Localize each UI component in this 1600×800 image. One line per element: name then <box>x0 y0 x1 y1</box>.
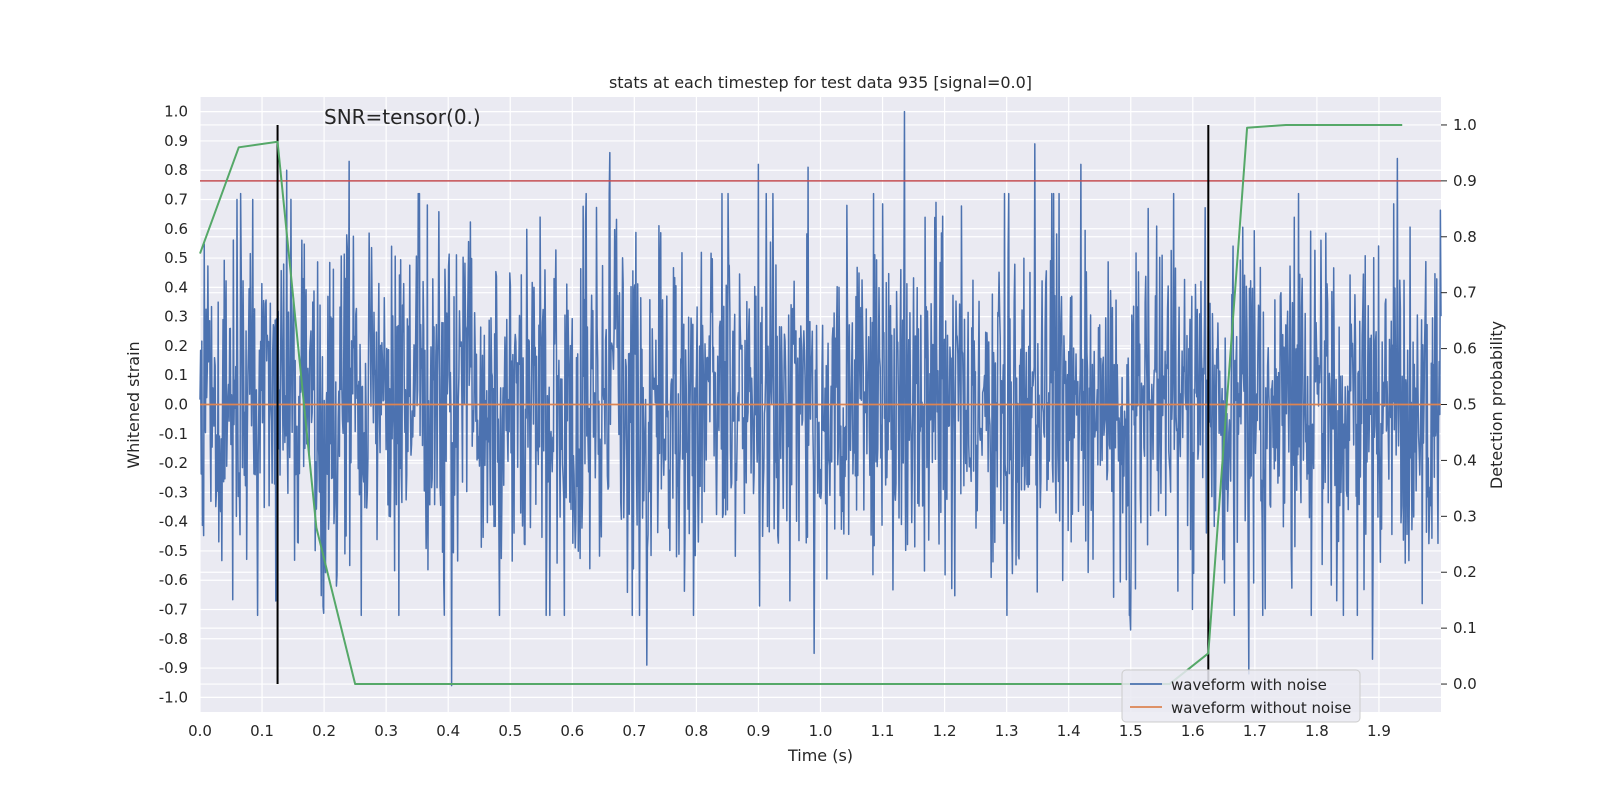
y-tick-label: 0.4 <box>164 278 188 296</box>
y-tick-label: 0.6 <box>164 220 188 238</box>
y-tick-label: 0.3 <box>164 308 188 326</box>
x-tick-label: 0.1 <box>250 722 274 740</box>
x-tick-label: 1.4 <box>1057 722 1081 740</box>
series-layer <box>199 110 1442 687</box>
legend-label-clean: waveform without noise <box>1171 699 1351 717</box>
y-tick-label: 0.7 <box>164 191 188 209</box>
y2-tick-label: 0.9 <box>1453 172 1477 190</box>
x-tick-label: 0.3 <box>374 722 398 740</box>
legend-label-noise: waveform with noise <box>1171 676 1327 694</box>
x-tick-label: 1.5 <box>1119 722 1143 740</box>
x-tick-label: 1.9 <box>1367 722 1391 740</box>
y-tick-label: -0.6 <box>159 571 188 589</box>
y-tick-label: -0.1 <box>159 425 188 443</box>
x-tick-label: 1.6 <box>1181 722 1205 740</box>
y2-tick-label: 0.7 <box>1453 284 1477 302</box>
x-tick-label: 0.0 <box>188 722 212 740</box>
y-tick-label: 0.1 <box>164 366 188 384</box>
x-tick-label: 1.7 <box>1243 722 1267 740</box>
x-tick-label: 1.1 <box>871 722 895 740</box>
y-tick-label: 0.2 <box>164 337 188 355</box>
y-tick-label: -0.3 <box>159 483 188 501</box>
x-tick-label: 0.5 <box>498 722 522 740</box>
y-tick-label: -0.4 <box>159 513 188 531</box>
x-tick-label: 1.8 <box>1305 722 1329 740</box>
x-tick-label: 0.8 <box>684 722 708 740</box>
x-tick-label: 0.7 <box>622 722 646 740</box>
series-waveform-with-noise <box>199 110 1442 687</box>
y-tick-label: -0.9 <box>159 659 188 677</box>
y-tick-label: -1.0 <box>159 688 188 706</box>
y-tick-label: 0.9 <box>164 132 188 150</box>
x-tick-label: 1.2 <box>933 722 957 740</box>
plot-area <box>199 97 1442 712</box>
y2-tick-label: 0.6 <box>1453 340 1477 358</box>
y-tick-label: 0.5 <box>164 249 188 267</box>
x-tick-label: 1.3 <box>995 722 1019 740</box>
legend-box <box>1121 669 1361 723</box>
y-tick-label: -0.7 <box>159 601 188 619</box>
x-tick-label: 1.0 <box>809 722 833 740</box>
y-tick-label: -0.2 <box>159 454 188 472</box>
y2-tick-label: 0.0 <box>1453 675 1477 693</box>
chart-title: stats at each timestep for test data 935… <box>609 73 1032 92</box>
x-tick-label: 0.4 <box>436 722 460 740</box>
x-tick-label: 0.6 <box>560 722 584 740</box>
x-tick-label: 0.2 <box>312 722 336 740</box>
x-tick-label: 0.9 <box>747 722 771 740</box>
series-detection-probability <box>199 123 1403 686</box>
y-tick-label: 0.0 <box>164 396 188 414</box>
y-tick-label: 1.0 <box>164 103 188 121</box>
x-axis-label: Time (s) <box>787 746 853 765</box>
y2-tick-label: 0.2 <box>1453 563 1477 581</box>
y-tick-label: -0.8 <box>159 630 188 648</box>
y2-tick-label: 0.5 <box>1453 396 1477 414</box>
y2-tick-label: 0.4 <box>1453 451 1477 469</box>
y2-tick-label: 0.3 <box>1453 507 1477 525</box>
snr-annotation: SNR=tensor(0.) <box>324 105 481 129</box>
tick-labels: 0.0 0.1 0.2 0.3 0.4 0.5 0.6 0.7 0.8 0.9 1.0 1.1 1.2 1… <box>159 103 1477 740</box>
y2-tick-label: 0.8 <box>1453 228 1477 246</box>
y2-axis-label: Detection probability <box>1487 321 1506 489</box>
y2-tick-label: 0.1 <box>1453 619 1477 637</box>
y-axis-label: Whitened strain <box>124 341 143 468</box>
y2-tick-label: 1.0 <box>1453 116 1477 134</box>
legend: waveform with noise waveform without noi… <box>1121 669 1361 723</box>
y-tick-label: -0.5 <box>159 542 188 560</box>
y-tick-label: 0.8 <box>164 161 188 179</box>
